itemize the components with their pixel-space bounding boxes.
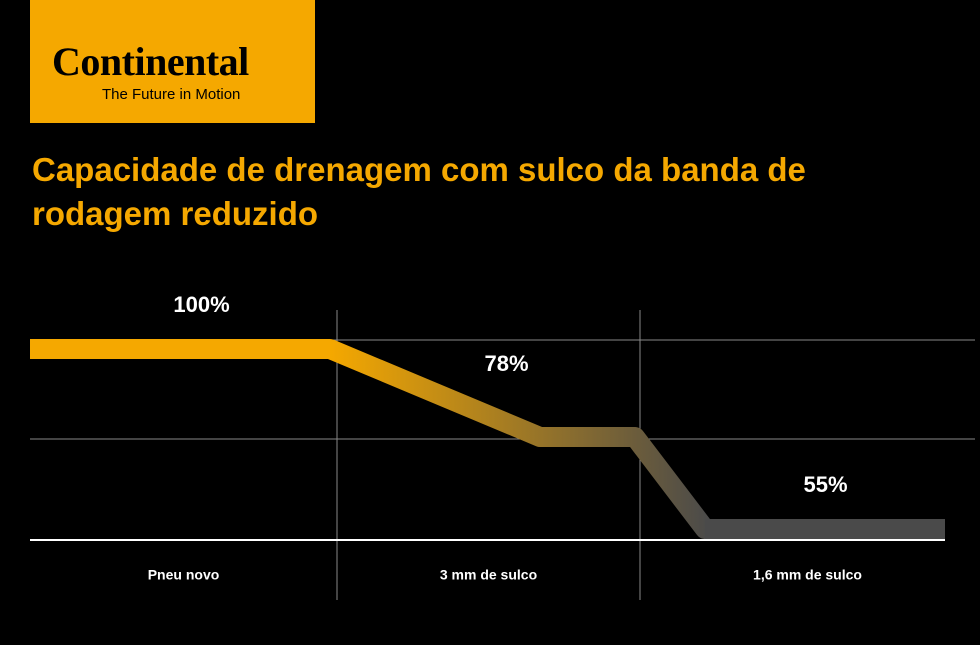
slope xyxy=(625,427,715,539)
slope xyxy=(320,339,550,447)
value-label: 78% xyxy=(484,351,528,376)
category-label: 1,6 mm de sulco xyxy=(753,567,862,583)
category-label: Pneu novo xyxy=(148,567,220,583)
value-label: 55% xyxy=(803,472,847,497)
value-label: 100% xyxy=(173,292,229,317)
logo: Continental The Future in Motion xyxy=(30,0,315,123)
chart-title: Capacidade de drenagem com sulco da band… xyxy=(32,151,806,232)
brand: Continental xyxy=(52,39,249,84)
category-label: 3 mm de sulco xyxy=(440,567,537,583)
tagline: The Future in Motion xyxy=(102,86,241,103)
